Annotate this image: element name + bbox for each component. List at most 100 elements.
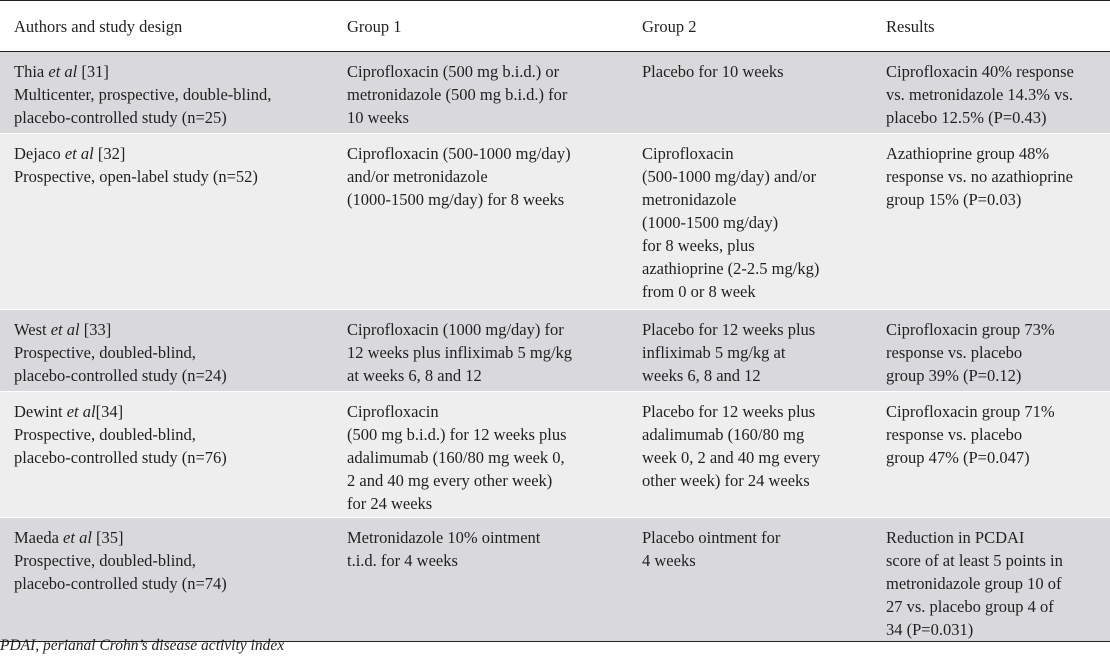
group-2-line: week 0, 2 and 40 mg every: [642, 448, 821, 467]
author-citation: Thia et al [31]: [14, 60, 327, 83]
cell-group-2: Placebo for 12 weeks plus infliximab 5 mg…: [628, 310, 872, 392]
group-1-line: adalimumab (160/80 mg week 0,: [347, 448, 565, 467]
group-1-line: for 24 weeks: [347, 494, 433, 513]
group-2-line: Placebo for 10 weeks: [642, 62, 784, 81]
group-1-line: at weeks 6, 8 and 12: [347, 366, 482, 385]
study-design-line: Multicenter, prospective, double-blind,: [14, 85, 272, 104]
study-design-line: placebo-controlled study (n=24): [14, 366, 227, 385]
results-line: Ciprofloxacin 40% response: [886, 62, 1074, 81]
reference-number: [32]: [93, 144, 126, 163]
cell-authors-design: Dejaco et al [32] Prospective, open-label…: [0, 134, 333, 310]
header-group-1: Group 1: [347, 16, 402, 36]
results-line: group 47% (P=0.047): [886, 448, 1030, 467]
author-name: West: [14, 320, 47, 339]
results-line: vs. metronidazole 14.3% vs.: [886, 85, 1073, 104]
study-design-line: Prospective, open-label study (n=52): [14, 167, 258, 186]
group-1-line: 10 weeks: [347, 108, 409, 127]
results-line: Azathioprine group 48%: [886, 144, 1050, 163]
group-1-line: (500 mg b.i.d.) for 12 weeks plus: [347, 425, 567, 444]
group-2-line: azathioprine (2-2.5 mg/kg): [642, 259, 820, 278]
results-line: placebo 12.5% (P=0.43): [886, 108, 1047, 127]
cell-authors-design: Thia et al [31] Multicenter, prospective,…: [0, 52, 333, 134]
header-group-2: Group 2: [642, 16, 697, 36]
group-2-line: Placebo for 12 weeks plus: [642, 320, 816, 339]
study-design-line: placebo-controlled study (n=76): [14, 448, 227, 467]
group-1-line: Ciprofloxacin (500 mg b.i.d.) or: [347, 62, 560, 81]
results-line: Ciprofloxacin group 73%: [886, 320, 1055, 339]
study-design-line: Prospective, doubled-blind,: [14, 343, 196, 362]
reference-number: [31]: [77, 62, 109, 81]
results-line: response vs. placebo: [886, 343, 1023, 362]
group-1-line: and/or metronidazole: [347, 167, 488, 186]
cell-group-1: Ciprofloxacin (500-1000 mg/day) and/or me…: [333, 134, 628, 310]
group-2-line: Ciprofloxacin: [642, 144, 734, 163]
group-2-line: 4 weeks: [642, 551, 696, 570]
et-al: et al: [63, 528, 92, 547]
group-2-line: from 0 or 8 week: [642, 282, 756, 301]
author-citation: Maeda et al [35]: [14, 526, 327, 549]
group-2-line: adalimumab (160/80 mg: [642, 425, 805, 444]
header-authors: Authors and study design: [14, 16, 183, 36]
cell-group-2: Ciprofloxacin (500-1000 mg/day) and/or met…: [628, 134, 872, 310]
author-citation: Dewint et al[34]: [14, 400, 327, 423]
group-1-line: t.i.d. for 4 weeks: [347, 551, 458, 570]
cell-group-1: Metronidazole 10% ointment t.i.d. for 4 w…: [333, 518, 628, 642]
cell-group-2: Placebo for 12 weeks plus adalimumab (160…: [628, 392, 872, 518]
table-row: Maeda et al [35] Prospective, doubled-bli…: [0, 517, 1110, 642]
group-1-line: Ciprofloxacin: [347, 402, 439, 421]
author-name: Dejaco: [14, 144, 61, 163]
group-1-line: Ciprofloxacin (1000 mg/day) for: [347, 320, 564, 339]
et-al: et al: [48, 62, 78, 81]
table-body: Thia et al [31] Multicenter, prospective,…: [0, 51, 1110, 642]
reference-number: [34]: [95, 402, 124, 421]
results-line: Ciprofloxacin group 71%: [886, 402, 1055, 421]
group-2-line: (500-1000 mg/day) and/or: [642, 167, 817, 186]
cell-group-2: Placebo for 10 weeks: [628, 52, 872, 134]
author-citation: West et al [33]: [14, 318, 327, 341]
table-row: Dejaco et al [32] Prospective, open-label…: [0, 133, 1110, 310]
results-line: response vs. placebo: [886, 425, 1023, 444]
study-design-line: placebo-controlled study (n=74): [14, 574, 227, 593]
reference-number: [33]: [79, 320, 112, 339]
cell-results: Ciprofloxacin 40% response vs. metronidaz…: [872, 52, 1110, 134]
results-line: 34 (P=0.031): [886, 620, 974, 639]
group-2-line: weeks 6, 8 and 12: [642, 366, 761, 385]
studies-table: Authors and study design Group 1 Group 2…: [0, 0, 1110, 642]
header-results: Results: [886, 16, 935, 36]
header-row: Authors and study design Group 1 Group 2…: [0, 0, 1110, 52]
group-2-line: Placebo for 12 weeks plus: [642, 402, 816, 421]
cell-authors-design: Dewint et al[34] Prospective, doubled-bli…: [0, 392, 333, 518]
table-row: Thia et al [31] Multicenter, prospective,…: [0, 51, 1110, 134]
group-2-line: other week) for 24 weeks: [642, 471, 810, 490]
group-2-line: Placebo ointment for: [642, 528, 781, 547]
cell-results: Ciprofloxacin group 73% response vs. plac…: [872, 310, 1110, 392]
group-2-line: infliximab 5 mg/kg at: [642, 343, 786, 362]
group-1-line: (1000-1500 mg/day) for 8 weeks: [347, 190, 565, 209]
group-1-line: metronidazole (500 mg b.i.d.) for: [347, 85, 568, 104]
results-line: group 39% (P=0.12): [886, 366, 1022, 385]
group-1-line: 2 and 40 mg every other week): [347, 471, 553, 490]
et-al: et al: [50, 320, 80, 339]
author-name: Dewint: [14, 402, 63, 421]
study-design-line: Prospective, doubled-blind,: [14, 425, 196, 444]
author-name: Thia: [14, 62, 45, 81]
cell-results: Azathioprine group 48% response vs. no az…: [872, 134, 1110, 310]
table-row: West et al [33] Prospective, doubled-blin…: [0, 309, 1110, 392]
cell-group-2: Placebo ointment for 4 weeks: [628, 518, 872, 642]
group-1-line: Metronidazole 10% ointment: [347, 528, 541, 547]
cell-authors-design: Maeda et al [35] Prospective, doubled-bli…: [0, 518, 333, 642]
cell-results: Ciprofloxacin group 71% response vs. plac…: [872, 392, 1110, 518]
group-1-line: 12 weeks plus infliximab 5 mg/kg: [347, 343, 573, 362]
study-design-line: Prospective, doubled-blind,: [14, 551, 196, 570]
results-line: 27 vs. placebo group 4 of: [886, 597, 1054, 616]
results-line: score of at least 5 points in: [886, 551, 1063, 570]
et-al: et al: [66, 402, 96, 421]
cell-group-1: Ciprofloxacin (1000 mg/day) for 12 weeks …: [333, 310, 628, 392]
cell-group-1: Ciprofloxacin (500 mg b.i.d.) or metronid…: [333, 52, 628, 134]
cell-group-1: Ciprofloxacin (500 mg b.i.d.) for 12 week…: [333, 392, 628, 518]
author-citation: Dejaco et al [32]: [14, 142, 327, 165]
reference-number: [35]: [91, 528, 124, 547]
table-header: Authors and study design Group 1 Group 2…: [0, 0, 1110, 52]
results-line: metronidazole group 10 of: [886, 574, 1062, 593]
author-name: Maeda: [14, 528, 59, 547]
